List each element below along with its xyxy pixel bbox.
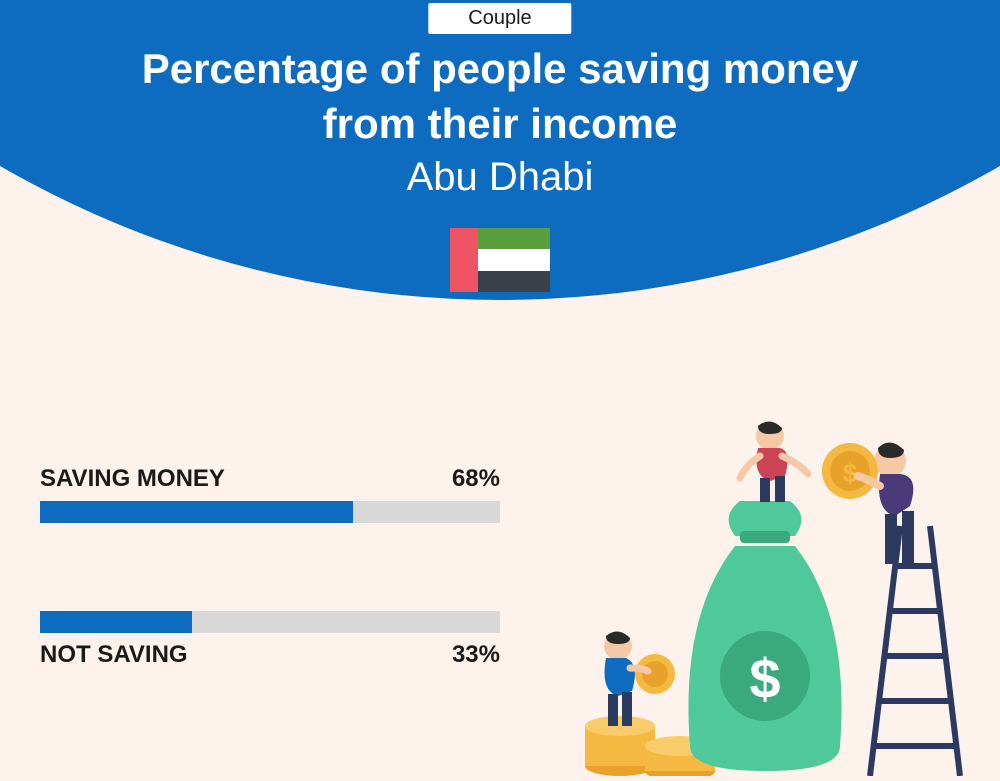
title-line-1: Percentage of people saving money	[0, 42, 1000, 97]
bar-label: SAVING MONEY	[40, 465, 225, 493]
flag-green-stripe	[478, 228, 550, 249]
flag-red-stripe	[450, 228, 478, 292]
header: Percentage of people saving money from t…	[0, 42, 1000, 200]
bar-value: 68%	[452, 465, 500, 493]
bar-fill	[40, 611, 192, 633]
category-tag: Couple	[428, 3, 571, 34]
person-top-icon	[740, 421, 808, 502]
savings-illustration: $ $	[560, 416, 980, 776]
bar-value: 33%	[452, 641, 500, 669]
ladder-icon	[870, 526, 960, 776]
flag-white-stripe	[478, 249, 550, 270]
subtitle: Abu Dhabi	[0, 155, 1000, 200]
bar-label: NOT SAVING	[40, 641, 188, 669]
uae-flag-icon	[450, 228, 550, 292]
bar-row-saving: SAVING MONEY 68%	[40, 465, 500, 523]
svg-text:$: $	[749, 647, 780, 710]
bar-chart: SAVING MONEY 68% NOT SAVING 33%	[40, 465, 500, 757]
flag-black-stripe	[478, 271, 550, 292]
bar-track	[40, 501, 500, 523]
money-bag-icon: $	[688, 501, 841, 771]
title-line-2: from their income	[0, 97, 1000, 152]
bar-row-not-saving: NOT SAVING 33%	[40, 611, 500, 669]
bar-fill	[40, 501, 353, 523]
person-bottom-icon	[604, 631, 675, 726]
bar-track	[40, 611, 500, 633]
